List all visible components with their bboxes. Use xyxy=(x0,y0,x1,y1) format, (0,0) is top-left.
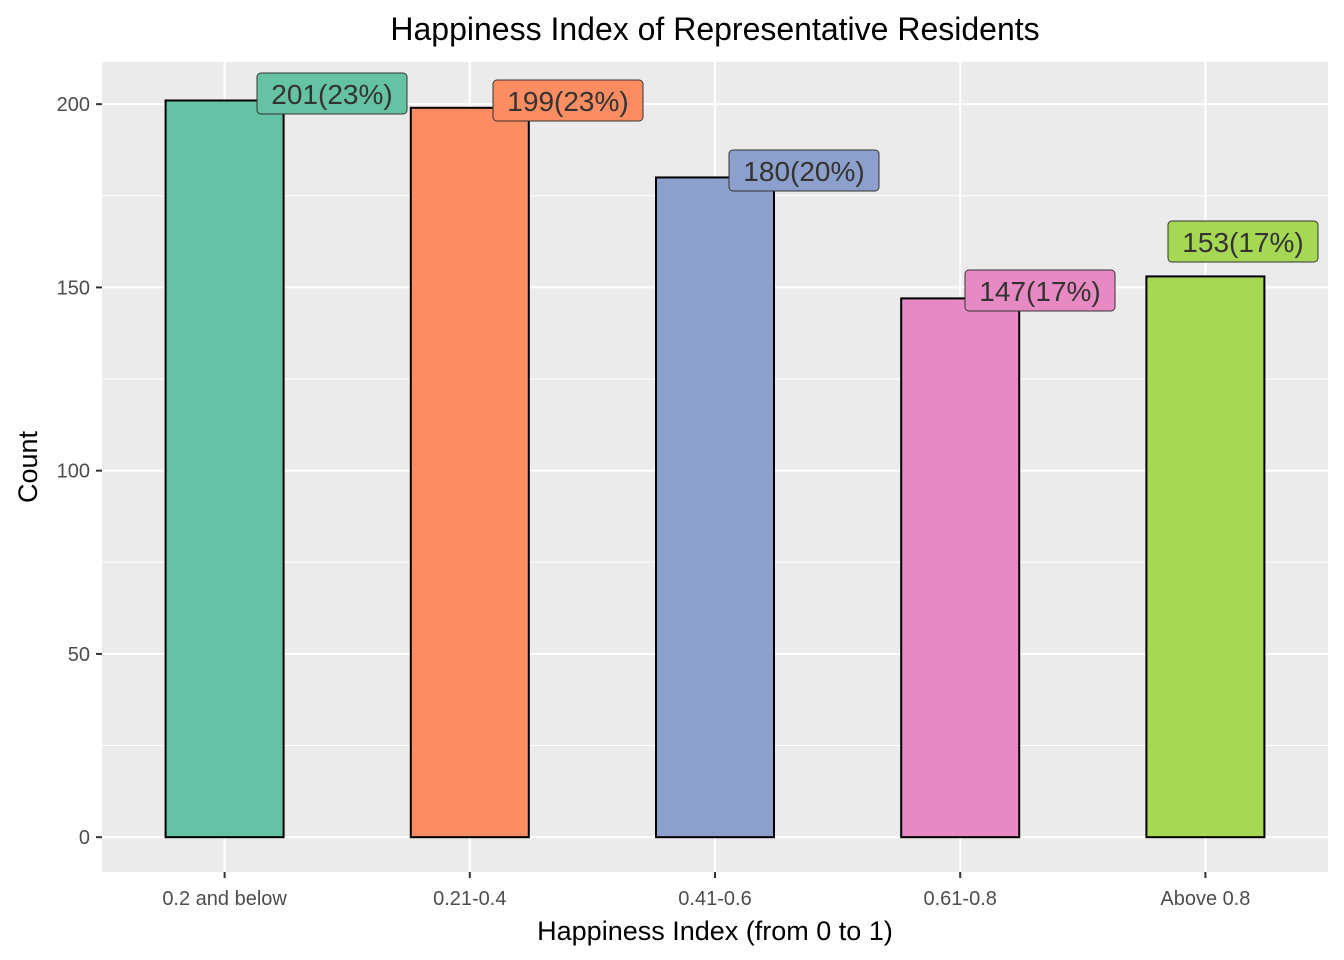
y-axis-title: Count xyxy=(13,430,43,503)
x-tick-label: 0.41-0.6 xyxy=(678,888,751,910)
y-tick-label: 200 xyxy=(57,94,90,116)
data-label-box xyxy=(256,72,408,115)
x-tick-label: 0.2 and below xyxy=(162,888,287,910)
bar xyxy=(409,106,530,839)
data-label-box xyxy=(728,149,880,192)
bar xyxy=(655,176,775,839)
data-label-box xyxy=(964,269,1116,312)
data-label-box xyxy=(492,79,644,122)
data-label-box xyxy=(1167,220,1319,263)
y-tick-label: 100 xyxy=(57,461,90,483)
y-tick-label: 50 xyxy=(68,644,90,666)
chart-title: Happiness Index of Representative Reside… xyxy=(390,11,1039,47)
data-label: 153(17%) xyxy=(1182,227,1303,258)
y-tick-label: 0 xyxy=(79,827,90,849)
x-axis-title: Happiness Index (from 0 to 1) xyxy=(537,916,893,946)
y-tick-label: 150 xyxy=(57,277,90,299)
bar xyxy=(164,99,285,839)
bar xyxy=(1145,275,1266,839)
data-label: 147(17%) xyxy=(979,276,1100,307)
data-label: 180(20%) xyxy=(743,156,864,187)
x-tick-label: 0.61-0.8 xyxy=(924,888,997,910)
bar xyxy=(900,297,1021,839)
data-label: 199(23%) xyxy=(507,86,628,117)
x-tick-label: 0.21-0.4 xyxy=(433,888,506,910)
data-label: 201(23%) xyxy=(271,79,392,110)
x-tick-label: Above 0.8 xyxy=(1160,888,1250,910)
